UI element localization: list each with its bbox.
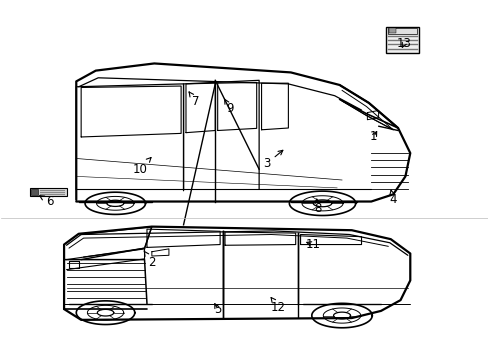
Text: 3: 3 [262,150,282,170]
Text: 11: 11 [305,238,320,251]
Text: 12: 12 [270,297,285,314]
Bar [30,188,66,196]
Bar [385,27,418,53]
Text: 2: 2 [143,251,155,269]
Text: 10: 10 [132,158,151,176]
Text: 6: 6 [40,195,53,208]
Text: 13: 13 [396,36,411,50]
Text: 4: 4 [388,190,396,206]
Text: 7: 7 [189,92,199,108]
Text: 9: 9 [224,99,233,115]
Bar [388,28,395,33]
Bar [387,28,416,34]
Text: 8: 8 [313,199,321,215]
Text: 5: 5 [214,303,221,316]
Bar [31,189,38,195]
Text: 1: 1 [369,130,377,144]
